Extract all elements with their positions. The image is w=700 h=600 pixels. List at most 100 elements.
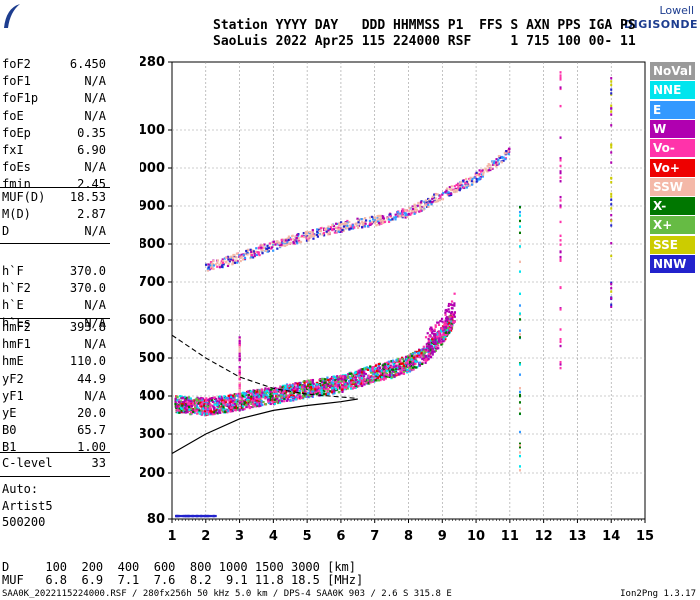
legend-item-ssw: SSW xyxy=(650,177,695,196)
spread-echo xyxy=(238,387,241,390)
f2-2hop-echo xyxy=(419,209,422,213)
f2-echo xyxy=(444,331,447,335)
f2-echo xyxy=(286,387,289,390)
f2-echo xyxy=(360,377,363,380)
f2-echo xyxy=(292,395,295,399)
f2-2hop-echo xyxy=(370,222,373,225)
f2-echo xyxy=(347,373,350,376)
f2-2hop-echo xyxy=(240,255,243,258)
f2-echo xyxy=(392,362,395,365)
interference-echo xyxy=(518,245,521,248)
f2-echo xyxy=(249,397,253,400)
f2-echo xyxy=(408,357,411,360)
f2-echo xyxy=(412,356,415,359)
f2-2hop-echo xyxy=(336,222,339,226)
f2-2hop-echo xyxy=(210,265,213,268)
f2-2hop-echo xyxy=(295,236,298,240)
f2-echo xyxy=(347,380,351,383)
f2-echo xyxy=(339,381,342,385)
spread-echo xyxy=(238,371,241,375)
f2-echo xyxy=(319,387,322,390)
f2-echo xyxy=(183,397,186,400)
f2-2hop-echo xyxy=(431,197,434,200)
f2-echo xyxy=(422,346,426,350)
f2-echo xyxy=(217,402,220,405)
f2-echo xyxy=(269,398,272,402)
f2-echo xyxy=(195,397,198,400)
f2-2hop-echo xyxy=(335,230,338,233)
f2-2hop-echo xyxy=(221,265,224,268)
f2-echo xyxy=(273,397,276,400)
low-echo xyxy=(192,514,196,518)
spread-echo xyxy=(238,396,241,399)
f2-2hop-echo xyxy=(412,210,415,213)
f2-echo xyxy=(341,385,344,389)
f2-echo xyxy=(414,358,417,361)
f2-echo xyxy=(343,377,346,380)
interference-echo xyxy=(559,71,562,74)
f2-echo xyxy=(432,336,435,339)
f2-echo xyxy=(303,384,306,387)
f2-2hop-echo xyxy=(271,242,274,245)
f2-2hop-echo xyxy=(425,201,428,204)
f2-echo xyxy=(298,395,301,398)
f2-echo xyxy=(345,384,349,387)
f2-2hop-echo xyxy=(373,222,377,225)
x-tick-label: 2 xyxy=(201,529,210,544)
f2-echo xyxy=(387,375,390,379)
f2-echo xyxy=(185,409,188,412)
param-label: hmF1 xyxy=(2,337,31,352)
f2-2hop-echo xyxy=(264,249,268,252)
f2-echo xyxy=(418,355,421,359)
f2-2hop-echo xyxy=(207,263,210,266)
f2-echo xyxy=(371,371,374,374)
f2-2hop-echo xyxy=(429,201,433,205)
f2-2hop-echo xyxy=(331,223,334,227)
f2-echo xyxy=(309,394,312,397)
f2-2hop-echo xyxy=(348,220,351,224)
param-label: yF1 xyxy=(2,388,24,403)
f2-2hop-echo xyxy=(230,258,233,261)
f2-echo xyxy=(190,404,194,408)
f2-2hop-echo xyxy=(368,222,372,225)
interference-echo xyxy=(610,151,613,154)
x-tick-label: 9 xyxy=(438,529,447,544)
f2-echo xyxy=(409,360,412,364)
f2-echo xyxy=(396,366,399,369)
y-tick-label: 400 xyxy=(140,389,165,404)
f2-2hop-echo xyxy=(475,178,478,181)
param-value: N/A xyxy=(84,337,106,352)
f2-echo xyxy=(444,313,447,316)
f2-echo xyxy=(207,412,211,415)
f2-2hop-echo xyxy=(308,235,311,238)
f2-echo xyxy=(241,396,244,399)
f2-echo xyxy=(335,380,338,384)
param-value: 2.87 xyxy=(77,207,106,222)
x-tick-label: 1 xyxy=(167,529,176,544)
f2-2hop-echo xyxy=(249,248,252,251)
f2-2hop-echo xyxy=(418,210,421,213)
f2-echo xyxy=(267,398,270,401)
f2-echo xyxy=(384,377,387,380)
f2-2hop-echo xyxy=(505,150,508,153)
f2-2hop-echo xyxy=(389,213,392,216)
f2-echo xyxy=(283,397,286,400)
f2-echo xyxy=(288,391,292,394)
f2-echo xyxy=(223,398,226,401)
f2-echo xyxy=(289,398,292,402)
f2-echo xyxy=(206,405,209,408)
f2-echo xyxy=(435,332,438,336)
f2-echo xyxy=(416,360,419,363)
f2-echo xyxy=(408,355,412,358)
interference-echo xyxy=(610,92,613,95)
f2-echo xyxy=(423,359,426,362)
f2-echo xyxy=(283,395,286,398)
f2-echo xyxy=(283,390,286,393)
f2-2hop-echo xyxy=(321,233,324,236)
f2-echo xyxy=(319,378,322,381)
f2-2hop-echo xyxy=(337,230,340,233)
f2-2hop-echo xyxy=(466,184,470,188)
param-label: foE xyxy=(2,108,24,123)
f2-echo xyxy=(444,338,447,341)
f2-echo xyxy=(298,381,301,385)
